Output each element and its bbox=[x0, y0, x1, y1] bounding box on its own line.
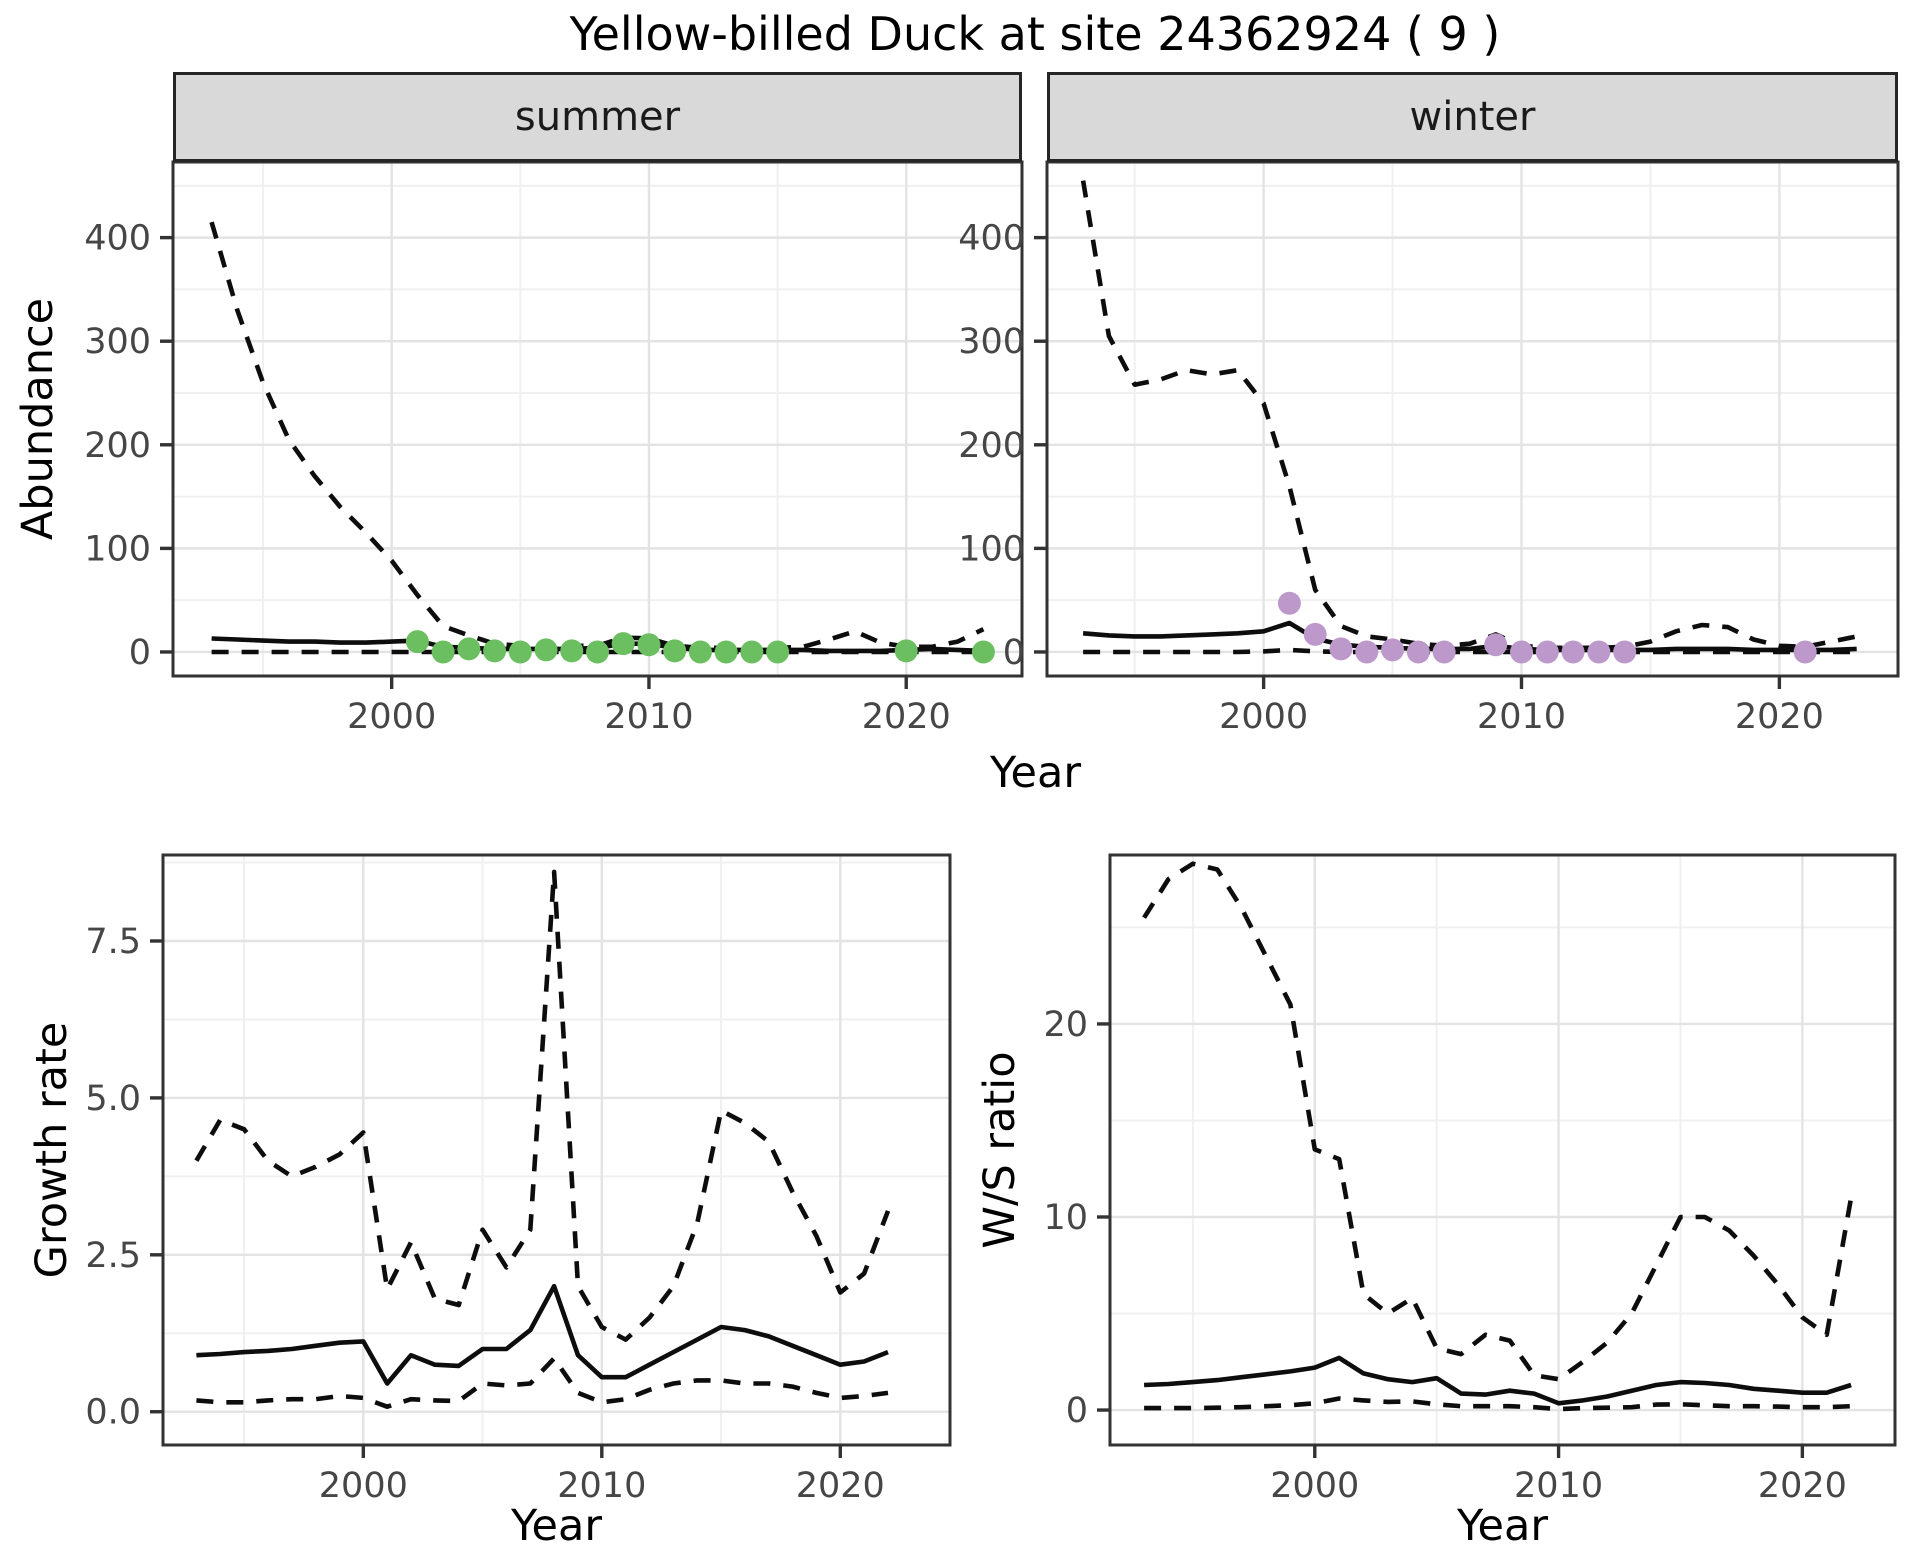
y-tick-label: 100 bbox=[958, 529, 1025, 569]
winter-observation-point bbox=[1381, 638, 1405, 662]
summer-observation-point bbox=[560, 639, 584, 663]
growth-rate-upper_ci-line bbox=[194, 869, 891, 1342]
growth-rate-median-line bbox=[196, 1283, 889, 1386]
summer-observation-point bbox=[508, 640, 532, 664]
y-tick-label: 0 bbox=[1066, 1391, 1088, 1431]
winter-observation-point bbox=[1329, 637, 1353, 661]
winter-observation-point bbox=[1432, 640, 1456, 664]
y-tick-label: 0 bbox=[129, 633, 151, 673]
winter-observation-point bbox=[1406, 640, 1430, 664]
summer-observation-point bbox=[688, 640, 712, 664]
y-tick-label: 10 bbox=[1043, 1198, 1088, 1238]
x-tick-label: 2000 bbox=[347, 697, 436, 737]
x-tick-label: 2000 bbox=[1219, 697, 1308, 737]
summer-observation-point bbox=[714, 640, 738, 664]
winter-observation-point bbox=[1303, 622, 1327, 646]
facet-strip-summer: summer bbox=[173, 72, 1022, 162]
y-tick-label: 400 bbox=[84, 219, 151, 259]
summer-observation-point bbox=[894, 639, 918, 663]
abundance-summer-panel-border bbox=[171, 160, 1024, 678]
abundance-winter-median-line bbox=[1082, 620, 1857, 653]
summer-observation-point bbox=[766, 640, 790, 664]
y-tick-label: 300 bbox=[84, 322, 151, 362]
x-tick-label: 2010 bbox=[604, 697, 693, 737]
winter-observation-point bbox=[1355, 640, 1379, 664]
facet-strip-winter-label: winter bbox=[1409, 94, 1536, 140]
ws-ratio-panel-bg bbox=[1110, 855, 1895, 1445]
y-tick-label: 0 bbox=[1003, 633, 1025, 673]
x-tick-label: 2010 bbox=[557, 1466, 646, 1506]
y-tick-label: 200 bbox=[84, 426, 151, 466]
y-tick-label: 5.0 bbox=[85, 1079, 141, 1119]
ws-ratio-panel-border bbox=[1108, 853, 1897, 1447]
x-axis-title-growth-rate: Year bbox=[510, 1501, 603, 1551]
abundance-winter-panel-bg bbox=[1047, 162, 1898, 676]
growth-rate-lower_ci-line bbox=[196, 1356, 889, 1409]
ws-ratio-median-line bbox=[1144, 1355, 1852, 1406]
summer-observation-point bbox=[971, 640, 995, 664]
summer-observation-point bbox=[611, 632, 635, 656]
y-tick-label: 2.5 bbox=[85, 1236, 141, 1276]
x-axis-title-ws-ratio: Year bbox=[1456, 1501, 1549, 1551]
abundance-winter-upper_ci-line bbox=[1080, 180, 1858, 651]
growth-rate-panel-border bbox=[161, 853, 952, 1447]
x-tick-label: 2000 bbox=[319, 1466, 408, 1506]
facet-strip-winter: winter bbox=[1047, 72, 1898, 162]
x-tick-label: 2010 bbox=[1514, 1466, 1603, 1506]
summer-observation-point bbox=[431, 640, 455, 664]
summer-observation-point bbox=[483, 639, 507, 663]
winter-observation-point bbox=[1793, 640, 1817, 664]
y-tick-label: 400 bbox=[958, 219, 1025, 259]
winter-observation-point bbox=[1484, 633, 1508, 657]
winter-observation-point bbox=[1277, 591, 1301, 615]
summer-observation-point bbox=[663, 639, 687, 663]
abundance-summer-panel-bg bbox=[173, 162, 1022, 676]
winter-observation-point bbox=[1535, 640, 1559, 664]
x-tick-label: 2020 bbox=[796, 1466, 885, 1506]
y-tick-label: 200 bbox=[958, 426, 1025, 466]
y-tick-label: 0.0 bbox=[85, 1393, 141, 1433]
winter-observation-point bbox=[1613, 640, 1637, 664]
facet-strip-summer-label: summer bbox=[514, 94, 681, 140]
y-axis-title-abundance: Abundance bbox=[13, 297, 63, 541]
summer-observation-point bbox=[405, 630, 429, 654]
winter-observation-point bbox=[1561, 640, 1585, 664]
summer-observation-point bbox=[534, 638, 558, 662]
summer-observation-point bbox=[457, 637, 481, 661]
y-axis-title-ws-ratio: W/S ratio bbox=[975, 1051, 1025, 1249]
x-tick-label: 2020 bbox=[862, 697, 951, 737]
x-tick-label: 2020 bbox=[1735, 697, 1824, 737]
ws-ratio-upper_ci-line bbox=[1142, 861, 1854, 1382]
y-tick-label: 20 bbox=[1043, 1005, 1088, 1045]
y-tick-label: 100 bbox=[84, 529, 151, 569]
winter-observation-point bbox=[1587, 640, 1611, 664]
summer-observation-point bbox=[740, 640, 764, 664]
x-tick-label: 2020 bbox=[1758, 1466, 1847, 1506]
page-title: Yellow-billed Duck at site 24362924 ( 9 … bbox=[569, 7, 1501, 61]
y-axis-title-growth-rate: Growth rate bbox=[27, 1021, 77, 1279]
x-tick-label: 2000 bbox=[1270, 1466, 1359, 1506]
x-tick-label: 2010 bbox=[1477, 697, 1566, 737]
y-tick-label: 300 bbox=[958, 322, 1025, 362]
summer-observation-point bbox=[637, 633, 661, 657]
abundance-winter-lower_ci-line bbox=[1083, 647, 1857, 655]
y-tick-label: 7.5 bbox=[85, 922, 141, 962]
x-axis-title-abundance: Year bbox=[989, 748, 1082, 798]
summer-observation-point bbox=[586, 640, 609, 664]
abundance-winter-panel-border bbox=[1045, 160, 1900, 678]
winter-observation-point bbox=[1509, 640, 1533, 664]
